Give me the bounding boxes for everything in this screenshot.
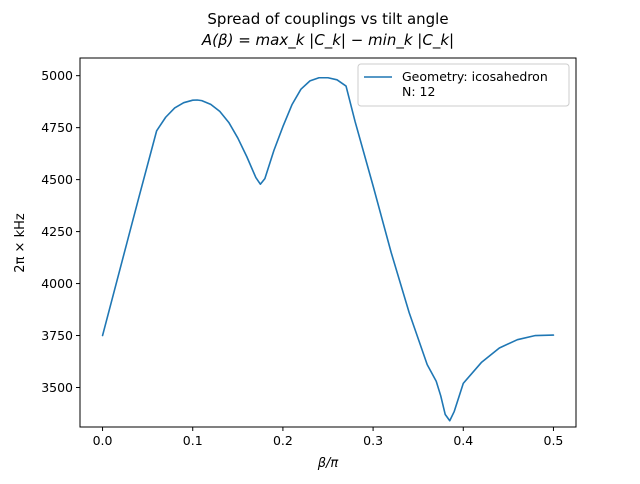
x-tick-label: 0.1: [183, 433, 203, 448]
chart-subtitle: A(β) = max_k |C_k| − min_k |C_k|: [201, 31, 454, 50]
x-tick-label: 0.2: [273, 433, 293, 448]
x-tick-label: 0.5: [544, 433, 564, 448]
chart-title: Spread of couplings vs tilt angle: [207, 10, 448, 28]
y-tick-label: 4000: [41, 276, 73, 291]
y-axis-label: 2π × kHz: [13, 213, 28, 273]
y-tick-label: 3750: [41, 328, 73, 343]
legend-entry-label: Geometry: icosahedron: [402, 69, 548, 84]
x-axis: 0.0 0.1 0.2 0.3 0.4 0.5: [93, 427, 564, 448]
y-tick-label: 4500: [41, 172, 73, 187]
y-tick-label: 4250: [41, 224, 73, 239]
x-tick-label: 0.0: [93, 433, 113, 448]
series-line: [101, 76, 555, 422]
x-tick-label: 0.4: [453, 433, 473, 448]
legend-entry-label: N: 12: [402, 84, 435, 99]
plot-frame: [79, 57, 577, 428]
y-axis: 3500 3750 4000 4250 4500 4750 5000: [41, 68, 80, 395]
x-axis-label: β/π: [317, 456, 339, 471]
y-tick-label: 4750: [41, 120, 73, 135]
y-tick-label: 5000: [41, 68, 73, 83]
y-tick-label: 3500: [41, 380, 73, 395]
legend-box: [357, 63, 570, 107]
series-layer: [101, 76, 555, 422]
x-tick-label: 0.3: [363, 433, 383, 448]
